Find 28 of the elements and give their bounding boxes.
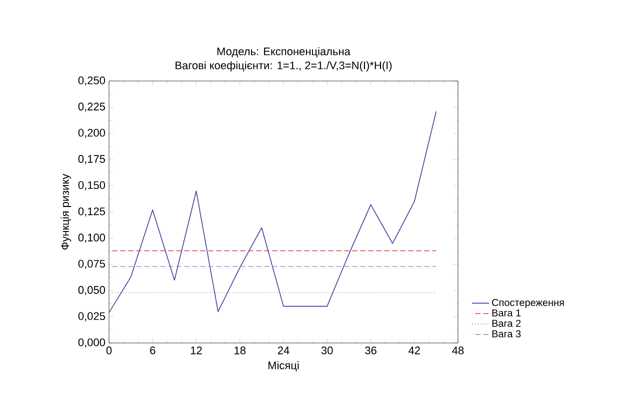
x-axis-title: Місяці: [268, 361, 299, 372]
y-tick-label: 0,250: [78, 76, 106, 86]
x-tick-label: 48: [452, 346, 464, 354]
legend-label: Вага 2: [492, 320, 521, 327]
x-tick-label: 18: [234, 346, 246, 354]
x-tick-label: 0: [106, 346, 112, 354]
y-tick-label: 0,125: [78, 207, 105, 217]
chart-title: Модель: Експоненціальна: [217, 47, 350, 58]
x-tick-label: 24: [278, 346, 290, 354]
y-tick-label: 0,175: [78, 155, 105, 164]
x-tick-label: 12: [190, 346, 202, 354]
x-tick-label: 42: [408, 346, 420, 354]
x-tick-label: 36: [365, 346, 376, 354]
chart-subtitle: Вагові коефіцієнти: 1=1., 2=1./V,3=N(I)*H(I): [176, 61, 392, 72]
y-tick-label: 0,000: [78, 338, 106, 348]
y-tick-label: 0,050: [78, 286, 106, 296]
y-axis-title: Функція ризику: [60, 174, 72, 250]
y-tick-label: 0,150: [78, 181, 106, 190]
legend-label: Вага 3: [492, 330, 521, 338]
y-tick-label: 0,100: [78, 234, 106, 243]
y-tick-label: 0,025: [78, 312, 105, 322]
y-tick-label: 0,075: [78, 260, 105, 269]
y-tick-label: 0,200: [78, 128, 106, 138]
y-tick-label: 0,225: [78, 102, 105, 112]
legend-label: Вага 1: [492, 309, 521, 316]
x-tick-label: 30: [321, 346, 333, 354]
legend-label: Спостереження: [492, 298, 564, 308]
x-tick-label: 6: [150, 346, 156, 354]
